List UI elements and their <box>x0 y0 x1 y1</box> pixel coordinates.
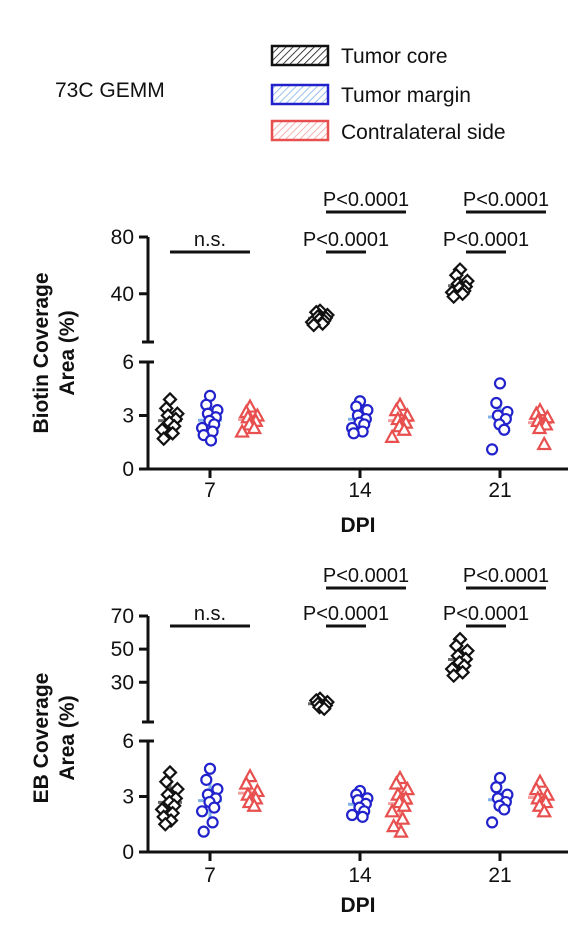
legend-swatch-contra <box>270 119 330 142</box>
y-axis-label: EB Coverage Area (%) <box>30 673 79 804</box>
diamond-point <box>446 668 462 684</box>
triangle-point <box>536 435 553 451</box>
y-axis-label-line: Area (%) <box>56 310 79 395</box>
triangle-point <box>384 803 400 818</box>
circle-point <box>486 443 499 456</box>
significance-label: n.s. <box>194 229 226 251</box>
triangle-point <box>394 810 411 825</box>
circle-point <box>493 377 507 390</box>
circle-point <box>486 816 499 829</box>
legend-item-margin: Tumor margin <box>270 83 471 107</box>
legend-item-core: Tumor core <box>270 44 448 68</box>
biotin-coverage-chart: 0 3 6 40 80 7 14 21 DPI Biotin Coverage Area (%) n.… <box>30 189 568 537</box>
significance-label: P<0.0001 <box>323 189 409 211</box>
y-tick-label: 6 <box>122 351 134 374</box>
triangle-point <box>238 775 255 790</box>
triangle-point <box>384 428 400 443</box>
circle-point <box>197 825 210 838</box>
y-axis-label: Biotin Coverage Area (%) <box>30 272 79 433</box>
y-tick-label: 3 <box>122 405 134 428</box>
triangle-point <box>385 817 402 833</box>
y-tick-label: 0 <box>122 841 134 864</box>
circle-point <box>490 781 503 794</box>
circle-point <box>498 803 511 816</box>
triangle-point <box>234 423 250 438</box>
x-tick-label: 21 <box>488 479 511 502</box>
circle-point <box>356 810 369 823</box>
triangle-point <box>399 780 416 796</box>
significance-label: P<0.0001 <box>443 229 529 251</box>
triangle-point <box>388 775 405 790</box>
diamond-point <box>156 431 172 447</box>
diamond-point <box>158 774 174 790</box>
x-axis-label: DPI <box>340 514 375 537</box>
diamond-point <box>165 425 181 441</box>
significance-label: P<0.0001 <box>463 189 549 211</box>
y-tick-label: 30 <box>111 671 134 694</box>
legend-item-contra: Contralateral side <box>270 119 506 144</box>
y-tick-label: 40 <box>111 283 134 306</box>
y-tick-label: 50 <box>111 638 134 661</box>
circle-point <box>196 805 209 818</box>
y-axis-label-line: Area (%) <box>56 695 79 780</box>
legend: Tumor core Tumor margin Contralateral si… <box>270 44 506 144</box>
significance-label: P<0.0001 <box>303 603 389 625</box>
circle-point <box>203 762 217 775</box>
triangle-point <box>396 797 413 812</box>
circle-point <box>347 427 360 440</box>
significance-label: P<0.0001 <box>463 565 549 587</box>
significance-label: P<0.0001 <box>303 229 389 251</box>
y-tick-label: 0 <box>122 458 134 481</box>
y-tick-label: 3 <box>122 786 134 809</box>
x-tick-label: 14 <box>348 479 372 502</box>
circle-point <box>498 423 511 436</box>
y-tick-label: 80 <box>111 226 134 249</box>
eb-coverage-chart: 0 3 6 30 50 70 7 14 21 DPI EB Coverage Area (%) n.s.… <box>30 565 568 917</box>
circle-point <box>204 434 218 447</box>
triangle-point <box>536 803 553 818</box>
y-tick-label: 6 <box>122 730 134 753</box>
diamond-point <box>446 289 462 305</box>
triangle-point <box>246 419 263 435</box>
significance-label: P<0.0001 <box>323 565 409 587</box>
significance-label: n.s. <box>194 603 226 625</box>
triangle-point <box>396 421 413 436</box>
triangle-point <box>531 419 548 435</box>
triangle-point <box>393 823 409 838</box>
legend-label-core: Tumor core <box>341 45 448 68</box>
y-tick-label: 70 <box>111 605 134 628</box>
y-axis-label-line: Biotin Coverage <box>30 272 53 433</box>
x-axis-label: DPI <box>340 894 375 917</box>
diamond-point <box>157 816 173 832</box>
x-tick-label: 7 <box>204 479 216 502</box>
circle-point <box>206 816 219 829</box>
x-tick-label: 14 <box>348 864 372 887</box>
circle-point <box>200 773 213 786</box>
triangle-point <box>246 797 263 812</box>
circle-point <box>490 396 503 410</box>
legend-label-contra: Contralateral side <box>341 121 506 144</box>
diamond-point <box>455 286 471 302</box>
diamond-point <box>306 317 322 333</box>
x-tick-label: 21 <box>488 864 511 887</box>
x-tick-label: 7 <box>204 864 216 887</box>
legend-swatch-core <box>270 44 330 67</box>
circle-point <box>346 808 359 822</box>
legend-label-margin: Tumor margin <box>341 84 471 107</box>
legend-swatch-margin <box>270 83 330 106</box>
y-axis-label-line: EB Coverage <box>30 673 53 804</box>
diamond-point <box>316 701 332 717</box>
diamond-point <box>455 664 471 680</box>
model-label: 73C GEMM <box>55 79 165 102</box>
significance-label: P<0.0001 <box>443 603 529 625</box>
circle-point <box>208 801 221 814</box>
